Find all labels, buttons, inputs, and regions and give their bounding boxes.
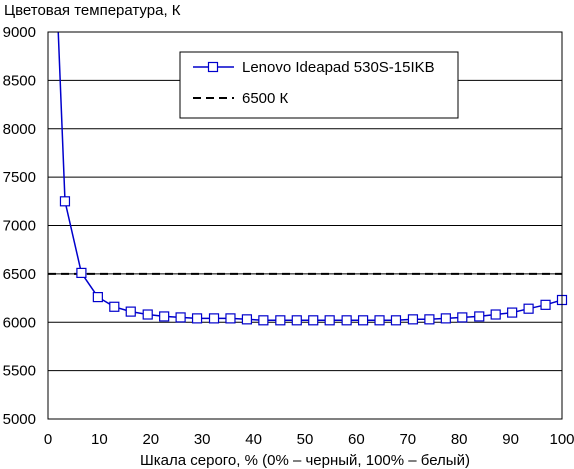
data-point-marker: [457, 312, 468, 323]
x-tick-label: 50: [297, 431, 314, 448]
x-tick-label: 100: [549, 431, 574, 448]
data-point-marker: [424, 314, 435, 325]
x-tick-label: 0: [44, 431, 52, 448]
data-point-marker: [191, 313, 203, 324]
x-tick-label: 40: [245, 431, 262, 448]
x-tick-label: 30: [194, 431, 211, 448]
x-tick-label: 20: [142, 431, 159, 448]
x-tick-labels: 0 10 20 30 40 50 60 70 80 90 100: [44, 431, 574, 448]
legend-series-marker: [207, 61, 219, 73]
data-point-marker: [523, 303, 534, 314]
data-point-marker: [208, 313, 220, 324]
data-point-marker: [324, 315, 335, 326]
data-point-marker: [291, 315, 302, 326]
y-tick-label: 6500: [3, 266, 36, 283]
y-axis-title: Цветовая температура, К: [4, 2, 181, 19]
y-tick-label: 5000: [3, 411, 36, 428]
y-tick-label: 5500: [3, 363, 36, 380]
data-point-marker: [357, 315, 369, 326]
y-tick-label: 9000: [3, 24, 36, 41]
y-tick-label: 6000: [3, 314, 36, 331]
data-point-marker: [390, 315, 402, 326]
y-tick-label: 8500: [3, 72, 36, 89]
data-point-marker: [540, 299, 551, 310]
x-tick-label: 60: [348, 431, 365, 448]
grid-lines: [48, 79, 562, 372]
data-point-marker: [59, 196, 71, 207]
data-point-marker: [258, 315, 269, 326]
data-point-marker: [374, 315, 385, 326]
series-line: [57, 32, 562, 322]
x-tick-label: 10: [91, 431, 108, 448]
data-point-marker: [125, 306, 136, 317]
x-axis-title: Шкала серого, % (0% – черный, 100% – бел…: [140, 452, 470, 469]
plot-area-frame: [47, 31, 563, 420]
series-line-layer: [57, 32, 562, 322]
y-tick-label: 7000: [3, 218, 36, 235]
data-point-marker: [490, 309, 501, 320]
series-markers: [59, 196, 568, 326]
data-point-marker: [407, 314, 419, 325]
y-tick-label: 8000: [3, 121, 36, 138]
x-tick-label: 70: [399, 431, 416, 448]
legend-series-label: Lenovo Ideapad 530S-15IKB: [242, 59, 435, 76]
y-tick-labels: 5000 5500 6000 6500 7000 7500 8000 8500 9000: [3, 24, 36, 428]
data-point-marker: [142, 309, 153, 320]
data-point-marker: [225, 313, 236, 324]
legend-reference-label: 6500 К: [242, 90, 289, 107]
data-point-marker: [159, 311, 170, 322]
data-point-marker: [275, 315, 286, 326]
data-point-marker: [308, 315, 319, 326]
data-point-marker: [76, 267, 87, 279]
x-tick-label: 80: [451, 431, 468, 448]
data-point-marker: [241, 314, 253, 325]
y-tick-label: 7500: [3, 169, 36, 186]
data-point-marker: [92, 291, 103, 303]
data-point-marker: [175, 312, 186, 323]
data-point-marker: [341, 315, 352, 326]
legend: Lenovo Ideapad 530S-15IKB 6500 К: [179, 51, 459, 119]
data-point-marker: [109, 301, 120, 312]
x-tick-label: 90: [502, 431, 519, 448]
data-point-marker: [440, 313, 451, 324]
data-point-marker: [474, 311, 485, 322]
data-point-marker: [507, 307, 518, 318]
legend-box: [179, 51, 459, 119]
